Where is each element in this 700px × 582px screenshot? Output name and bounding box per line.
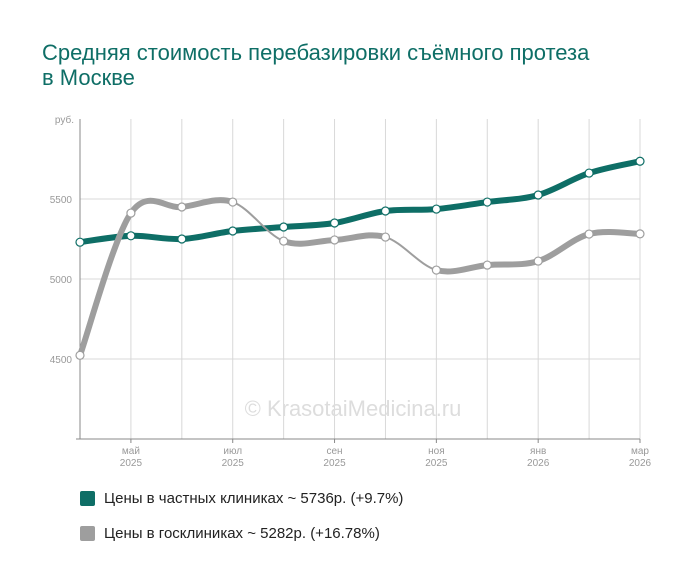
series-0-point <box>177 234 187 244</box>
series-1-point <box>482 260 492 270</box>
watermark: © KrasotaiMedicina.ru <box>245 396 462 421</box>
x-tick-month: июл <box>223 446 242 457</box>
series-0-segment <box>586 158 643 177</box>
series-0-segment <box>127 232 185 243</box>
legend-label-public: Цены в госклиниках ~ 5282р. (+16.78%) <box>104 525 380 542</box>
x-tick-year: 2026 <box>527 458 550 469</box>
series-0-point <box>75 237 85 247</box>
series-1-point <box>177 202 187 212</box>
series-1-point <box>228 197 238 207</box>
series-0-segment <box>331 208 389 226</box>
series-1-segment <box>280 236 338 247</box>
legend-label-private: Цены в частных клиниках ~ 5736р. (+9.7%) <box>104 490 404 507</box>
legend-item-public[interactable]: Цены в госклиниках ~ 5282р. (+16.78%) <box>80 525 380 542</box>
y-tick-label: 4500 <box>50 355 73 366</box>
series-1-segment <box>384 236 438 272</box>
series-1-segment <box>77 210 134 359</box>
series-1-point <box>380 232 391 242</box>
series-0-segment <box>229 224 287 234</box>
series-1-point <box>533 256 543 266</box>
x-tick-month: янв <box>530 446 546 457</box>
y-axis-unit: руб. <box>55 114 74 126</box>
series-1-segment <box>127 197 185 217</box>
series-0-segment <box>280 220 338 230</box>
x-tick-month: сен <box>326 446 342 457</box>
y-tick-label: 5500 <box>50 195 73 206</box>
series-0-point <box>380 206 391 216</box>
series-1-segment <box>535 231 593 265</box>
x-tick-year: 2025 <box>222 458 245 469</box>
series-0-segment <box>178 228 236 242</box>
x-tick-year: 2025 <box>425 458 448 469</box>
series-0-point <box>126 231 136 241</box>
x-tick-month: мар <box>631 446 649 457</box>
series-0-point <box>431 204 441 214</box>
series-0-point <box>279 222 289 232</box>
legend-item-private[interactable]: Цены в частных клиниках ~ 5736р. (+9.7%) <box>80 490 403 507</box>
series-0-point <box>228 226 238 236</box>
series-0-segment <box>484 192 542 206</box>
series-1-point <box>329 235 340 245</box>
series-1-segment <box>331 232 389 243</box>
x-tick-month: ноя <box>428 446 445 457</box>
series-1-segment <box>178 197 236 210</box>
series-1-point <box>584 229 594 239</box>
series-1-segment <box>433 262 491 275</box>
series-1-point <box>75 350 85 360</box>
series-1-point <box>126 208 136 218</box>
x-tick-year: 2026 <box>629 458 652 469</box>
series-0-point <box>635 156 645 166</box>
series-0-segment <box>77 232 134 246</box>
series-0-point <box>482 197 492 207</box>
series-1-point <box>635 229 645 239</box>
series-1-point <box>431 265 441 275</box>
legend-swatch-private <box>80 491 95 506</box>
series-1-point <box>279 236 289 246</box>
series-0-segment <box>433 199 491 213</box>
x-tick-month: май <box>122 446 140 457</box>
series-0-point <box>533 190 543 200</box>
y-tick-label: 5000 <box>50 275 73 286</box>
series-0-point <box>329 218 340 228</box>
series-1-segment <box>484 258 542 269</box>
series-0-segment <box>535 170 593 198</box>
series-1-segment <box>586 229 643 238</box>
legend-swatch-public <box>80 526 95 541</box>
series-0-segment <box>382 206 440 214</box>
chart-title: Средняя стоимость перебазировки съёмного… <box>42 40 590 90</box>
x-tick-year: 2025 <box>120 458 143 469</box>
series-1-segment <box>231 201 285 243</box>
x-tick-year: 2025 <box>323 458 346 469</box>
series-0-point <box>584 168 594 178</box>
